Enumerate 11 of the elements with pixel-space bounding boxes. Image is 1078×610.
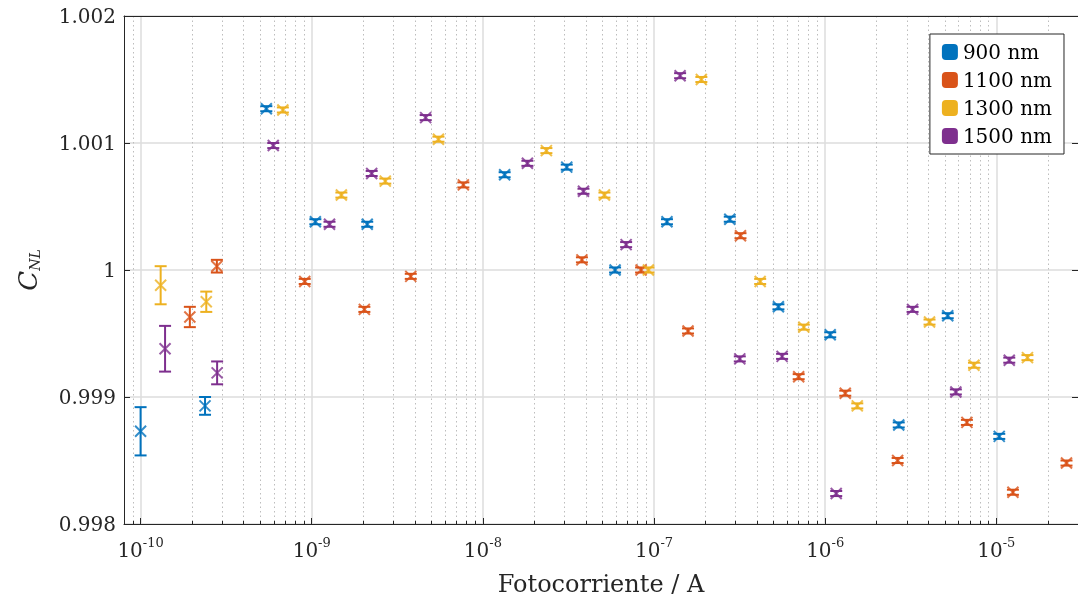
y-tick-label: 0.999 — [58, 385, 116, 409]
legend-label: 1500 nm — [962, 124, 1053, 148]
y-axis-title: CNL — [13, 249, 43, 291]
y-tick-label: 0.998 — [58, 512, 116, 536]
y-tick-label: 1.001 — [58, 131, 116, 155]
legend-label: 1300 nm — [962, 96, 1053, 120]
y-tick-label: 1 — [103, 258, 116, 282]
legend-label: 900 nm — [962, 40, 1040, 64]
y-tick-label: 1.002 — [58, 4, 116, 28]
legend-label: 1100 nm — [962, 68, 1053, 92]
x-axis-title: Fotocorriente / A — [497, 570, 705, 598]
